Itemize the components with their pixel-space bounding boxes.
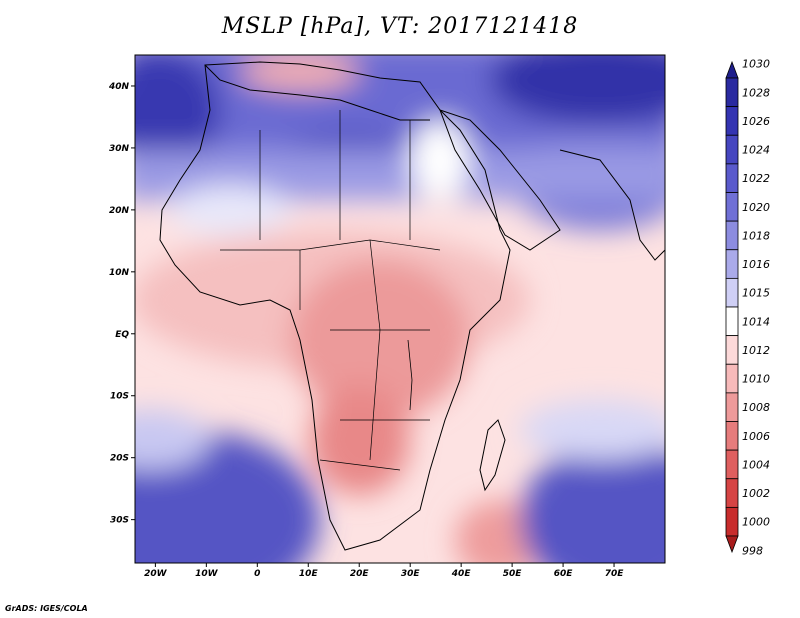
colorbar-label: 1010 (742, 373, 770, 386)
lon-tick-label: 20W (144, 569, 168, 579)
colorbar-segment (725, 277, 739, 308)
colorbar-label: 1015 (742, 287, 770, 300)
colorbar-label: 1022 (742, 172, 770, 185)
great-lakes (407, 339, 413, 411)
lat-tick-label: 10S (110, 392, 129, 402)
colorbar-segment (725, 192, 739, 222)
colorbar-label: 1000 (742, 516, 770, 529)
lon-tick-label: 0 (254, 569, 260, 579)
colorbar-segment (725, 421, 739, 451)
longitude-axis: 20W 10W 0 10E 20E 30E 40E 50E 60E 70E (144, 563, 624, 579)
arabia-coastline (439, 109, 561, 251)
lon-tick-label: 50E (503, 569, 523, 579)
colorbar-segment (725, 77, 739, 108)
lon-tick-label: 70E (605, 569, 625, 579)
colorbar-segment (725, 335, 739, 365)
colorbar-label: 1014 (742, 315, 770, 328)
colorbar-label: 1002 (742, 487, 770, 500)
madagascar-coastline (479, 419, 506, 492)
colorbar-label: 1020 (742, 201, 770, 214)
coastlines (159, 61, 665, 551)
field-kalahari-low (310, 385, 410, 495)
colorbar-label: 998 (742, 544, 763, 557)
lat-tick-label: 40N (108, 82, 130, 92)
colorbar-label: 1030 (742, 58, 770, 71)
colorbar-label: 1008 (742, 401, 770, 414)
colorbar-label: 1026 (742, 115, 770, 128)
lat-tick-label: 10N (109, 268, 130, 278)
asia-coastline (559, 149, 665, 261)
field-central-low (290, 260, 470, 420)
colorbar-label: 1004 (742, 458, 770, 471)
colorbar-segment (725, 220, 739, 251)
field-indian-ridge (520, 400, 665, 460)
colorbar-segment (725, 392, 739, 422)
pressure-field (135, 55, 665, 563)
colorbar-segment (725, 363, 739, 394)
colorbar-label: 1006 (742, 430, 770, 443)
mediterranean-coast (204, 64, 430, 121)
lat-tick-label: 20N (109, 206, 130, 216)
field-south-atlantic-ridge (135, 410, 210, 470)
lon-tick-label: 20E (350, 569, 370, 579)
lon-tick-label: 40E (451, 569, 472, 579)
colorbar-label: 1018 (742, 229, 770, 242)
colorbar-label: 1012 (742, 344, 770, 357)
lat-tick-label: 30S (110, 516, 129, 526)
lat-tick-label: EQ (115, 330, 129, 340)
grads-credit: GrADS: IGES/COLA (5, 604, 88, 613)
colorbar-segment (725, 306, 739, 337)
colorbar-segment (725, 134, 739, 165)
colorbar-label: 1024 (742, 144, 770, 157)
colorbar-segment (725, 506, 739, 537)
colorbar-top-arrow (725, 60, 739, 79)
lon-tick-label: 10W (195, 569, 219, 579)
colorbar-segment (725, 163, 739, 193)
country-borders (220, 110, 441, 471)
colorbar: 1030 1028 1026 1024 1022 1020 1018 1016 1015 1014… (725, 58, 770, 557)
lon-tick-label: 60E (554, 569, 574, 579)
lat-tick-label: 20S (110, 454, 129, 464)
lon-tick-label: 10E (299, 569, 319, 579)
field-west-sahara (170, 185, 290, 235)
colorbar-bottom-arrow (725, 535, 739, 554)
plot-frame (134, 54, 666, 564)
field-atlantic-high (135, 55, 220, 170)
field-asia-high (490, 55, 665, 125)
field-red-sea (410, 120, 470, 200)
latitude-axis: 40N 30N 20N 10N EQ 10S 20S 30S (108, 82, 135, 526)
colorbar-segment (725, 449, 739, 480)
field-indian-high (520, 440, 665, 563)
colorbar-segment (725, 249, 739, 279)
lat-tick-label: 30N (109, 144, 130, 154)
lon-tick-label: 30E (401, 569, 421, 579)
field-med-low (240, 55, 360, 90)
colorbar-label: 1028 (742, 86, 770, 99)
map-title: MSLP [hPa], VT: 2017121418 (221, 14, 579, 39)
colorbar-segment (725, 478, 739, 508)
africa-coastline (159, 61, 511, 551)
colorbar-segment (725, 106, 739, 136)
colorbar-label: 1016 (742, 258, 770, 271)
